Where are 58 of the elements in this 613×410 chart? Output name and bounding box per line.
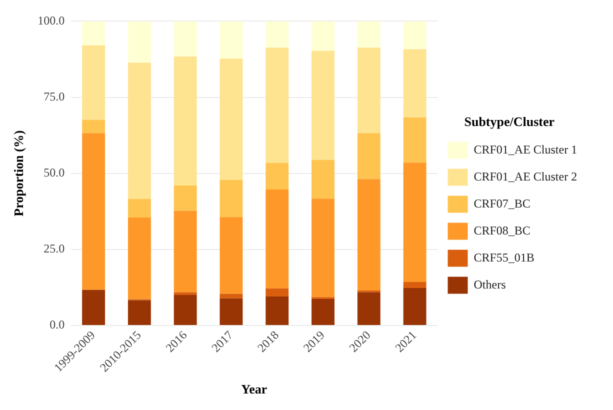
x-axis-title: Year bbox=[241, 382, 268, 397]
bar bbox=[128, 300, 151, 325]
bar bbox=[312, 160, 334, 199]
bar bbox=[266, 296, 289, 325]
bar bbox=[82, 290, 106, 325]
legend-label: CRF07_BC bbox=[474, 196, 530, 210]
y-tick-label: 100.0 bbox=[38, 13, 65, 28]
bar bbox=[357, 21, 380, 48]
bar bbox=[312, 298, 334, 325]
legend-label: CRF01_AE Cluster 1 bbox=[474, 142, 578, 156]
bar bbox=[174, 210, 197, 292]
bar bbox=[357, 133, 380, 180]
bar bbox=[312, 21, 334, 51]
legend-label: CRF01_AE Cluster 2 bbox=[474, 169, 578, 184]
bar bbox=[312, 50, 334, 160]
bar bbox=[174, 295, 197, 325]
bar bbox=[128, 198, 151, 218]
bar bbox=[357, 48, 380, 134]
legend-label: Others bbox=[474, 277, 506, 292]
bar bbox=[266, 288, 289, 297]
bar bbox=[174, 185, 197, 211]
bar bbox=[312, 198, 334, 298]
bar bbox=[220, 217, 243, 294]
bar bbox=[128, 62, 151, 199]
y-tick-label: 25.0 bbox=[44, 242, 65, 256]
y-tick-label: 75.0 bbox=[44, 89, 65, 104]
bar bbox=[403, 162, 426, 282]
bar bbox=[174, 56, 197, 186]
y-tick-label: 0.0 bbox=[50, 318, 65, 332]
legend-label: CRF08_BC bbox=[474, 223, 530, 238]
bar bbox=[220, 298, 243, 325]
bar bbox=[82, 45, 106, 120]
bar bbox=[82, 21, 106, 46]
bar bbox=[266, 189, 289, 288]
legend-title: Subtype/Cluster bbox=[464, 114, 555, 130]
bar bbox=[403, 21, 426, 50]
bar bbox=[174, 292, 197, 296]
y-tick-label: 50.0 bbox=[44, 165, 65, 180]
bar bbox=[403, 282, 426, 288]
bar bbox=[174, 21, 197, 56]
bar bbox=[403, 288, 426, 325]
bar bbox=[266, 162, 289, 190]
bar bbox=[357, 292, 380, 325]
bar bbox=[82, 133, 106, 290]
bar bbox=[220, 58, 243, 180]
bar bbox=[403, 117, 426, 163]
bar bbox=[220, 21, 243, 59]
bar bbox=[266, 21, 289, 48]
legend-label: CRF55_01B bbox=[474, 250, 534, 264]
bar bbox=[220, 180, 243, 218]
bar bbox=[266, 48, 289, 163]
bar bbox=[128, 217, 151, 300]
bar bbox=[220, 294, 243, 298]
bar bbox=[82, 120, 106, 134]
bar bbox=[403, 49, 426, 118]
y-axis-title: Proportion (%) bbox=[11, 130, 26, 216]
bar bbox=[357, 179, 380, 290]
bar bbox=[128, 21, 151, 63]
